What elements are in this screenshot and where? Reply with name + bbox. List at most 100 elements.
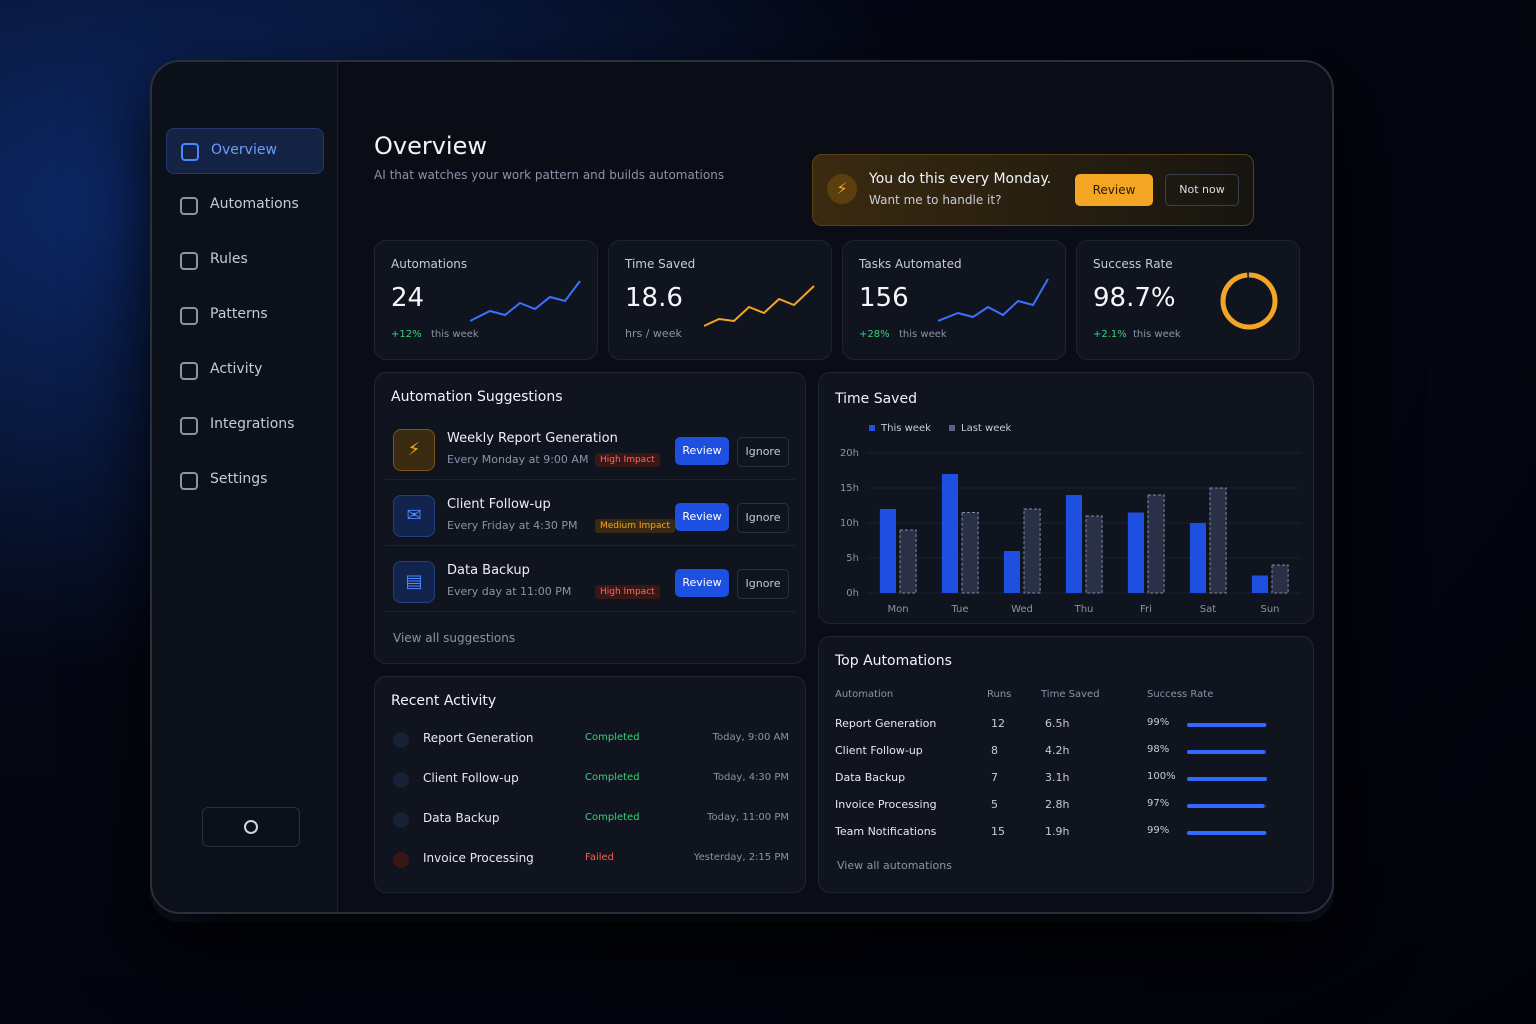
row-success: 98% xyxy=(1147,744,1170,755)
bar xyxy=(1147,494,1165,594)
row-name: Report Generation xyxy=(835,717,937,730)
nav-item[interactable]: Patterns xyxy=(166,293,322,337)
activity-icon xyxy=(393,852,409,868)
stat-label: Success Rate xyxy=(1093,257,1173,271)
x-tick-label: Tue xyxy=(950,604,968,615)
activity-name: Invoice Processing xyxy=(423,851,534,865)
nav-icon xyxy=(180,252,198,270)
suggestion-row: ✉ Client Follow-up Every Friday at 4:30 PM… xyxy=(385,487,795,546)
row-runs: 15 xyxy=(991,825,1005,838)
graphic xyxy=(704,285,815,327)
column-header: Time Saved xyxy=(1041,689,1100,700)
row-time: 6.5h xyxy=(1045,717,1070,730)
graphic xyxy=(470,280,581,322)
row-name: Invoice Processing xyxy=(835,798,937,811)
sidebar: Overview Automations Rules Patterns Activity… xyxy=(152,62,338,912)
activity-card: Recent Activity Report Generation Complete… xyxy=(374,676,806,893)
view-all-link[interactable]: View all suggestions xyxy=(393,631,516,645)
row-runs: 12 xyxy=(991,717,1005,730)
activity-status: Completed xyxy=(585,772,640,783)
nav-item[interactable]: Integrations xyxy=(166,403,322,447)
activity-time: Yesterday, 2:15 PM xyxy=(693,852,789,863)
nav-label: Rules xyxy=(210,251,248,267)
activity-name: Report Generation xyxy=(423,731,534,745)
activity-time: Today, 11:00 PM xyxy=(707,812,789,823)
row-name: Data Backup xyxy=(835,771,906,784)
ignore-button[interactable]: Ignore xyxy=(737,503,789,533)
activity-time: Today, 4:30 PM xyxy=(713,772,789,783)
review-button[interactable]: Review xyxy=(1075,174,1153,206)
column-header: Automation xyxy=(835,689,894,700)
graphic: Time Saved This week Last week 0h 5h 10h 15h 20… xyxy=(834,391,1301,615)
ignore-button[interactable]: Ignore xyxy=(737,569,789,599)
suggestion-row: ⚡ Weekly Report Generation Every Monday at… xyxy=(385,421,795,480)
card-title: Automation Suggestions xyxy=(391,389,563,405)
sparkline xyxy=(938,278,1049,322)
bar xyxy=(1023,508,1041,594)
nav-item[interactable]: Rules xyxy=(166,238,322,282)
legend-swatch xyxy=(949,425,955,431)
bar xyxy=(961,512,979,594)
stat-value: 24 xyxy=(391,283,425,313)
chart-title: Time Saved xyxy=(834,391,917,407)
stat-change: +12% xyxy=(391,329,422,340)
bar xyxy=(1003,551,1020,593)
nav-label: Settings xyxy=(210,471,268,487)
stat-card: Success Rate 98.7% +2.1% this week xyxy=(1076,240,1300,360)
suggestion-name: Weekly Report Generation xyxy=(447,431,618,446)
page-subtitle: AI that watches your work pattern and bu… xyxy=(374,168,725,182)
sparkline xyxy=(470,280,581,322)
nav-item[interactable]: Activity xyxy=(166,348,322,392)
bar xyxy=(879,509,896,593)
bar xyxy=(1127,512,1144,593)
graphic xyxy=(1187,723,1267,835)
suggestion-name: Client Follow-up xyxy=(447,497,551,512)
legend-label: This week xyxy=(880,423,931,434)
row-success: 99% xyxy=(1147,825,1170,836)
ignore-button[interactable]: Ignore xyxy=(737,437,789,467)
card-title: Recent Activity xyxy=(391,693,497,709)
success-bar xyxy=(1187,804,1265,808)
nav-label: Activity xyxy=(210,361,263,377)
y-tick-label: 20h xyxy=(840,448,859,459)
sun-icon xyxy=(244,820,258,834)
bar xyxy=(899,529,917,594)
bar xyxy=(941,474,958,593)
view-all-link[interactable]: View all automations xyxy=(837,859,952,872)
row-runs: 7 xyxy=(991,771,998,784)
suggestion-icon: ⚡ xyxy=(393,429,435,471)
y-tick-label: 15h xyxy=(840,483,859,494)
bar xyxy=(1065,495,1082,593)
stat-label: Tasks Automated xyxy=(859,257,962,271)
row-time: 4.2h xyxy=(1045,744,1070,757)
not-now-button[interactable]: Not now xyxy=(1165,174,1239,206)
stat-change: +28% xyxy=(859,329,890,340)
legend-swatch xyxy=(869,425,875,431)
nav-item[interactable]: Settings xyxy=(166,458,322,502)
nav-icon xyxy=(180,362,198,380)
row-success: 100% xyxy=(1147,771,1176,782)
top-automations-card: Top Automations Automation Runs Time Saved S… xyxy=(818,636,1314,893)
nav-item[interactable]: Automations xyxy=(166,183,322,227)
banner-line1: You do this every Monday. xyxy=(869,171,1052,187)
nav-label: Patterns xyxy=(210,306,268,322)
x-tick-label: Sat xyxy=(1200,604,1216,615)
row-name: Client Follow-up xyxy=(835,744,923,757)
bar xyxy=(1271,564,1289,594)
x-tick-label: Mon xyxy=(887,604,908,615)
nav-item[interactable]: Overview xyxy=(166,128,324,174)
stat-note: this week xyxy=(899,329,947,340)
card-title: Top Automations xyxy=(835,653,952,669)
review-button[interactable]: Review xyxy=(675,569,729,597)
activity-icon xyxy=(393,772,409,788)
stat-unit: hrs / week xyxy=(625,327,682,340)
suggestion-schedule: Every day at 11:00 PM xyxy=(447,585,572,598)
review-button[interactable]: Review xyxy=(675,503,729,531)
theme-toggle[interactable] xyxy=(202,807,300,847)
x-tick-label: Wed xyxy=(1011,604,1033,615)
bolt-icon: ⚡ xyxy=(827,174,857,204)
activity-name: Client Follow-up xyxy=(423,771,519,785)
stat-card: Time Saved 18.6 hrs / week xyxy=(608,240,832,360)
column-header: Success Rate xyxy=(1147,689,1214,700)
review-button[interactable]: Review xyxy=(675,437,729,465)
